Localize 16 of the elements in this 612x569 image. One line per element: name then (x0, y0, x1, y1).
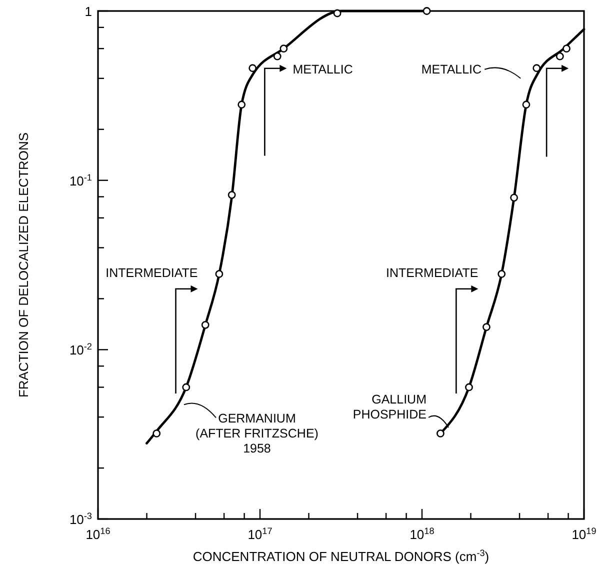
y-tick-label: 10$^{-2}$ (69, 342, 92, 358)
x-tick-label: 10$^{19}$ (572, 526, 596, 542)
y-tick-label: 1 (84, 4, 92, 19)
annotation: GERMANIUM (AFTER FRITZSCHE) 1958 (196, 412, 318, 456)
annotation: GALLIUM PHOSPHIDE (352, 392, 427, 422)
x-axis-title: CONCENTRATION OF NEUTRAL DONORS (cm$^{-3}$) (192, 548, 490, 564)
x-tick-label: 10$^{16}$ (86, 526, 110, 542)
x-tick-label: 10$^{17}$ (248, 526, 272, 542)
annotation: INTERMEDIATE (106, 266, 198, 280)
annotation: METALLIC (421, 62, 482, 76)
y-tick-label: 10$^{-3}$ (69, 511, 92, 527)
y-tick-label: 10$^{-1}$ (69, 172, 92, 188)
annotation: INTERMEDIATE (386, 266, 478, 280)
annotation: METALLIC (292, 62, 353, 76)
y-axis-title: FRACTION OF DELOCALIZED ELECTRONS (16, 132, 31, 398)
x-tick-label: 10$^{18}$ (410, 526, 434, 542)
